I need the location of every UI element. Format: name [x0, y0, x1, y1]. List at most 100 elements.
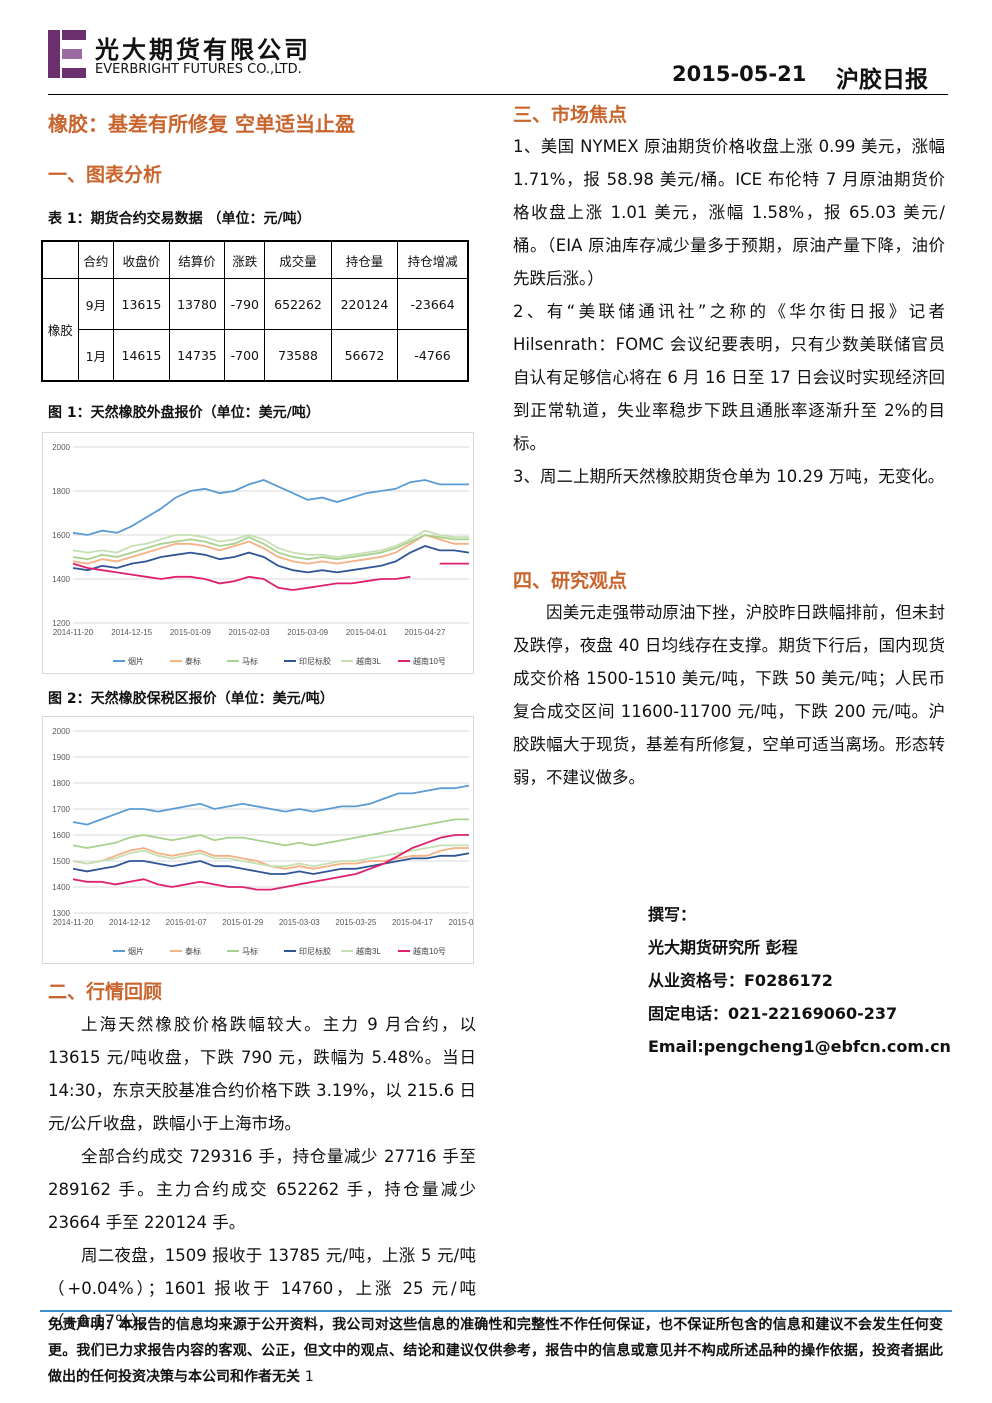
- legend-label: 烟片: [128, 946, 144, 956]
- footer: 免责声明：本报告的信息均来源于公开资料，我公司对这些信息的准确性和完整性不作任何…: [48, 1312, 943, 1390]
- table-cell: 13780: [168, 278, 226, 330]
- author-line: 光大期货研究所 彭程: [648, 938, 798, 957]
- series-line: [72, 529, 469, 558]
- x-tick-label: 2015-03-03: [279, 918, 320, 927]
- legend-label: 印尼标胶: [299, 946, 331, 956]
- table-row: 1月 14615 14735 -700 73588 56672 -4766: [42, 329, 469, 382]
- table-cell: 220124: [330, 278, 399, 330]
- table-cell: -790: [224, 278, 266, 330]
- y-tick-label: 1400: [52, 883, 70, 892]
- series-line: [72, 784, 470, 826]
- table-group-cell: 橡胶: [41, 278, 79, 382]
- page-number: 1: [304, 1369, 314, 1385]
- table-cell: 14735: [168, 329, 226, 382]
- series-line: [72, 834, 469, 891]
- x-tick-label: 2015-04-01: [346, 628, 387, 637]
- doc-title: 橡胶：基差有所修复 空单适当止盈: [48, 112, 355, 136]
- legend-label: 越南3L: [356, 656, 381, 666]
- table-row: 合约 收盘价 结算价 涨跌 成交量 持仓量 持仓增减: [41, 240, 469, 279]
- paragraph: 周二夜盘，1509 报收于 13785 元/吨，上涨 5 元/吨（+0.04%）…: [48, 1246, 476, 1331]
- paragraph: 2、有“美联储通讯社”之称的《华尔街日报》记者 Hilsenrath：FOMC …: [513, 302, 945, 453]
- x-tick-label: 2015-04-17: [392, 918, 433, 927]
- company-en: EVERBRIGHT FUTURES CO.,LTD.: [95, 62, 302, 77]
- paragraph: 因美元走强带动原油下挫，沪胶昨日跌幅排前，但未封及跌停，夜盘 40 日均线存在支…: [513, 603, 945, 787]
- legend-label: 马标: [242, 946, 258, 956]
- table-header-cell: 合约: [77, 240, 115, 279]
- y-tick-label: 1300: [52, 909, 70, 918]
- author-line: 固定电话：021-22169060-237: [648, 1004, 898, 1023]
- table-cell: 14615: [113, 329, 170, 382]
- y-tick-label: 1800: [52, 779, 70, 788]
- logo: [48, 30, 86, 78]
- x-tick-label: 2015-02-03: [229, 628, 270, 637]
- y-tick-label: 1600: [52, 831, 70, 840]
- table-cell: 13615: [113, 278, 170, 330]
- section-body: 因美元走强带动原油下挫，沪胶昨日跌幅排前，但未封及跌停，夜盘 40 日均线存在支…: [513, 596, 945, 794]
- x-tick-label: 2015-01-29: [222, 918, 263, 927]
- x-tick-label: 2014-11-20: [53, 918, 94, 927]
- x-tick-label: 2015-01-07: [166, 918, 207, 927]
- x-tick-label: 2015-03-09: [287, 628, 328, 637]
- table-cell: -700: [224, 329, 266, 382]
- report-name: 沪胶日报: [836, 67, 928, 93]
- paragraph: 1、美国 NYMEX 原油期货价格收盘上涨 0.99 美元，涨幅 1.71%，报…: [513, 137, 945, 288]
- legend-label: 越南3L: [356, 946, 381, 956]
- series-line: [72, 534, 469, 565]
- table-cell: -23664: [397, 278, 469, 330]
- y-tick-label: 1200: [52, 619, 70, 628]
- table-header-cell: 结算价: [168, 240, 226, 279]
- x-tick-label: 2015-01-09: [170, 628, 211, 637]
- table-header-cell: 成交量: [264, 240, 332, 279]
- author-line: 撰写：: [648, 905, 697, 924]
- footer-rule: [40, 1310, 952, 1312]
- table-header-cell: 持仓量: [330, 240, 399, 279]
- x-tick-label: 2015-03-25: [335, 918, 376, 927]
- series-line: [72, 818, 469, 849]
- y-tick-label: 1700: [52, 805, 70, 814]
- table-cell: 56672: [330, 329, 399, 382]
- author-block: 撰写： 光大期货研究所 彭程从业资格号：F0286172 固定电话：021-2216…: [648, 898, 951, 1063]
- table-row: 橡胶 9月 13615 13780 -790 652262 220124 -23664: [41, 278, 469, 382]
- paragraph: 3、周二上期所天然橡胶期货仓单为 10.29 万吨，无变化。: [513, 467, 945, 486]
- table-header-cell: 持仓增减: [397, 240, 469, 279]
- table-cell: 652262: [264, 278, 332, 330]
- x-tick-label: 2015-04-27: [405, 628, 446, 637]
- table-cell: 9月: [77, 278, 115, 330]
- disclaimer: 免责声明：本报告的信息均来源于公开资料，我公司对这些信息的准确性和完整性不作任何…: [48, 1317, 943, 1385]
- x-tick-label: 2014-11-20: [53, 628, 94, 637]
- chart: 1200 1400 1600 1800 2000 2014-11-20 2014-12-15…: [42, 432, 474, 674]
- legend-label: 越南10号: [413, 946, 446, 956]
- series-line: [72, 562, 469, 591]
- legend-label: 泰标: [185, 656, 201, 666]
- paragraph: 全部合约成交 729316 手，持仓量减少 27716 手至 289162 手。…: [48, 1147, 476, 1232]
- data-table: 合约 收盘价 结算价 涨跌 成交量 持仓量 持仓增减 橡胶 9月 13615 13780 -790 65…: [41, 240, 469, 382]
- section-heading: 二、行情回顾: [48, 981, 163, 1003]
- table-cell: 1月: [77, 329, 115, 382]
- section-heading: 四、研究观点: [513, 570, 628, 592]
- section-body: 上海天然橡胶价格跌幅较大。主力 9 月合约，以 13615 元/吨收盘，下跌 7…: [48, 1008, 476, 1338]
- y-tick-label: 1400: [52, 575, 70, 584]
- series-line: [72, 852, 470, 875]
- y-tick-label: 1600: [52, 531, 70, 540]
- chart: 1300 1400 1500 1600 1700 1800 1900 2000 2014-11-…: [42, 716, 474, 964]
- author-line: Email:pengcheng1@ebfcn.com.cn: [648, 1037, 951, 1056]
- table-header-cell: 涨跌: [224, 240, 266, 279]
- table-cell: -4766: [397, 329, 469, 382]
- legend-label: 烟片: [128, 656, 144, 666]
- series-line: [72, 479, 469, 536]
- legend-label: 越南10号: [413, 656, 446, 666]
- x-tick-label: 2015-05-12: [449, 918, 474, 927]
- header-rule: [48, 94, 948, 95]
- y-tick-label: 2000: [52, 443, 70, 452]
- legend-label: 泰标: [185, 946, 201, 956]
- x-tick-label: 2014-12-12: [109, 918, 150, 927]
- section-heading: 一、图表分析: [48, 164, 163, 186]
- author-line: 从业资格号：F0286172: [648, 971, 833, 990]
- table-caption: 表 1：期货合约交易数据 （单位：元/吨）: [48, 211, 311, 227]
- paragraph: 上海天然橡胶价格跌幅较大。主力 9 月合约，以 13615 元/吨收盘，下跌 7…: [48, 1015, 477, 1133]
- y-tick-label: 1900: [52, 753, 70, 762]
- series-line: [72, 545, 470, 574]
- y-tick-label: 2000: [52, 727, 70, 736]
- y-tick-label: 1500: [52, 857, 70, 866]
